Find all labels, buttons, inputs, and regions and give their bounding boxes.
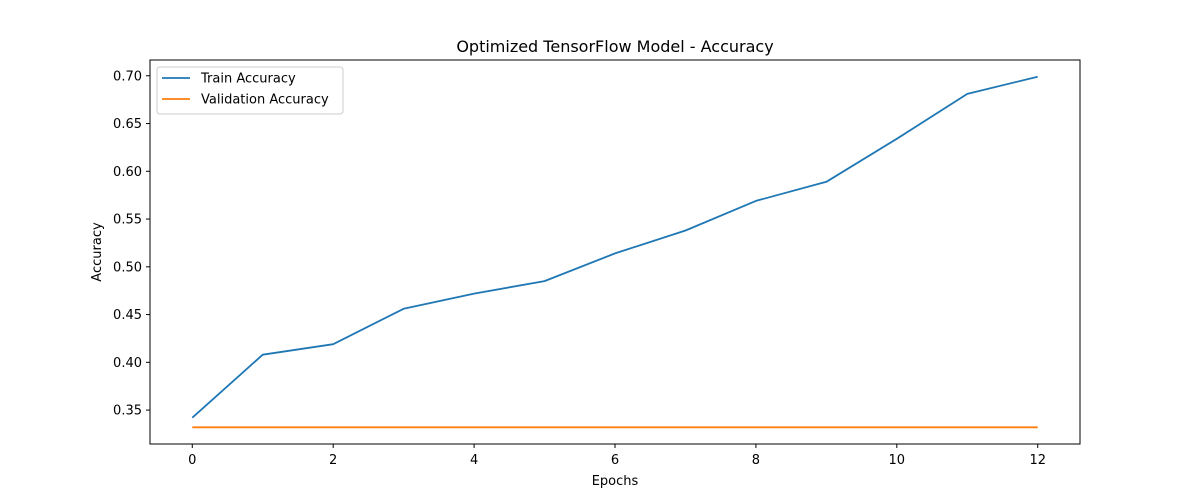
y-tick-label: 0.70 — [113, 69, 142, 84]
chart-title: Optimized TensorFlow Model - Accuracy — [456, 37, 773, 56]
x-tick-label: 0 — [188, 453, 196, 468]
y-axis-title: Accuracy — [90, 222, 105, 282]
x-tick-label: 4 — [470, 453, 478, 468]
plot-frame — [149, 59, 1081, 445]
data-point — [332, 343, 334, 345]
x-axis-title: Epochs — [592, 474, 639, 489]
legend: Train Accuracy Validation Accuracy — [156, 66, 344, 115]
y-tick-label: 0.60 — [113, 165, 142, 180]
data-point — [1037, 76, 1039, 78]
data-point — [896, 138, 898, 140]
data-point — [614, 252, 616, 254]
plot-area — [149, 59, 1081, 445]
y-tick-label: 0.35 — [113, 404, 142, 419]
legend-label: Train Accuracy — [200, 72, 296, 87]
data-point — [755, 426, 757, 428]
legend-label: Validation Accuracy — [201, 93, 329, 108]
data-point — [262, 426, 264, 428]
data-point — [473, 293, 475, 295]
series-line-0 — [191, 75, 1038, 419]
data-point — [544, 280, 546, 282]
data-point — [191, 426, 193, 428]
y-tick-label: 0.65 — [113, 117, 142, 132]
x-tick-label: 8 — [752, 453, 760, 468]
data-point — [684, 426, 686, 428]
x-tick-label: 12 — [1029, 453, 1046, 468]
y-tick-label: 0.55 — [113, 213, 142, 228]
data-point — [191, 417, 193, 419]
data-point — [825, 426, 827, 428]
data-point — [966, 93, 968, 95]
data-point — [966, 426, 968, 428]
data-point — [403, 308, 405, 310]
y-tick-label: 0.40 — [113, 356, 142, 371]
x-tick-label: 10 — [889, 453, 906, 468]
x-tick-label: 6 — [611, 453, 619, 468]
data-point — [684, 230, 686, 232]
x-tick-label: 2 — [329, 453, 337, 468]
data-point — [332, 426, 334, 428]
data-point — [262, 354, 264, 356]
series-layer — [191, 75, 1039, 429]
data-point — [473, 426, 475, 428]
data-point — [1037, 426, 1039, 428]
y-axis: 0.35 0.40 0.45 0.50 0.55 0.60 0.65 0.70 — [113, 69, 150, 419]
x-axis: 0 2 4 6 8 10 12 — [188, 444, 1046, 468]
y-tick-label: 0.45 — [113, 308, 142, 323]
data-point — [614, 426, 616, 428]
data-point — [755, 200, 757, 202]
data-point — [825, 181, 827, 183]
data-point — [403, 426, 405, 428]
data-point — [896, 426, 898, 428]
legend-frame — [156, 66, 344, 115]
y-tick-label: 0.50 — [113, 260, 142, 275]
data-point — [544, 426, 546, 428]
